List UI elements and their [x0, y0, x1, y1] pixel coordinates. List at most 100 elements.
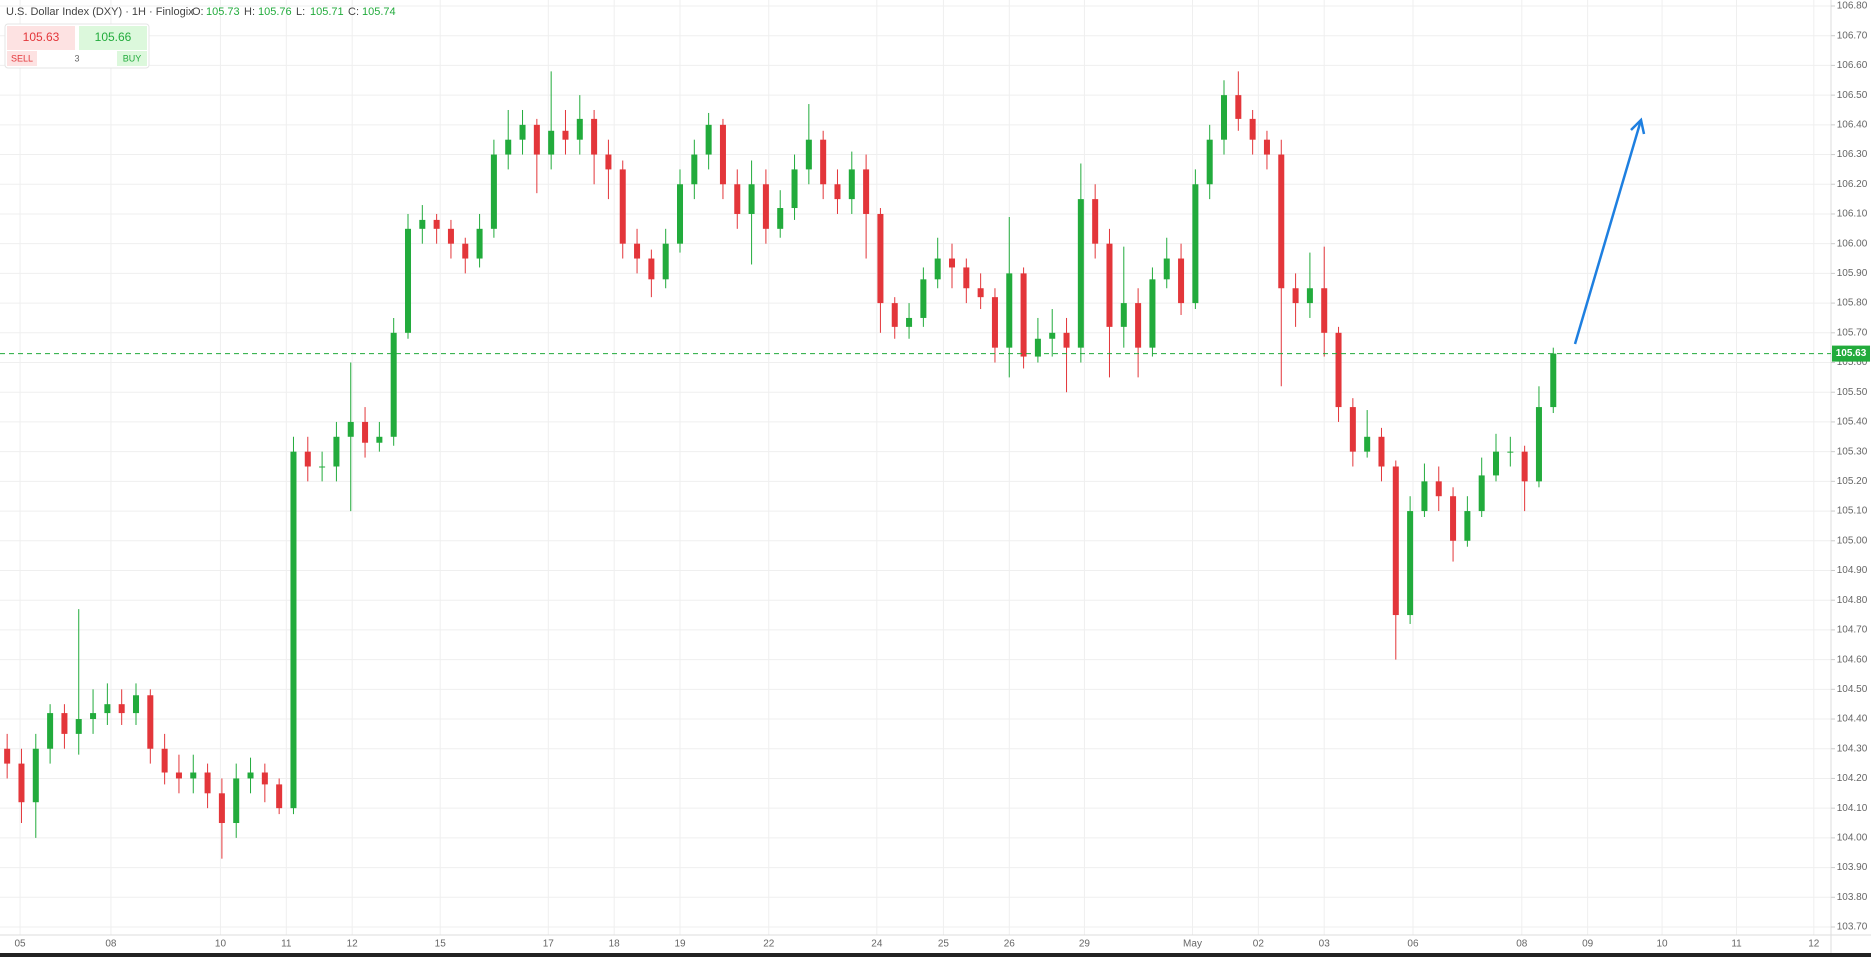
candle-body: [648, 258, 655, 280]
x-tick-label: 26: [1004, 939, 1016, 950]
y-tick-label: 103.90: [1837, 862, 1868, 873]
quantity[interactable]: 3: [74, 53, 79, 63]
candle-body: [1192, 184, 1199, 304]
x-tick-label: 15: [435, 939, 447, 950]
ohlc-key: O:: [192, 6, 204, 18]
candle-body: [748, 184, 755, 214]
y-tick-label: 104.90: [1837, 565, 1868, 576]
candle-body: [1349, 407, 1356, 452]
ohlc-key: C:: [348, 6, 359, 18]
buy-button[interactable]: [79, 26, 147, 50]
candle-body: [1392, 466, 1399, 616]
x-tick-label: 29: [1079, 939, 1091, 950]
candle-body: [462, 243, 469, 259]
y-tick-label: 105.70: [1837, 327, 1868, 338]
trend-arrow: [1573, 117, 1646, 345]
candle-body: [1550, 353, 1557, 408]
candle-body: [447, 228, 454, 244]
candle-body: [634, 243, 641, 259]
y-tick-label: 106.60: [1837, 60, 1868, 71]
sell-price: 105.63: [23, 30, 60, 44]
ohlc-key: H:: [244, 6, 255, 18]
candle-body: [1120, 303, 1127, 327]
candle-body: [1493, 451, 1500, 476]
y-tick-label: 104.30: [1837, 743, 1868, 754]
trade-panel[interactable]: 105.63 105.66 SELL 3 BUY: [4, 23, 150, 69]
x-tick-label: 11: [281, 939, 292, 950]
sell-label: SELL: [11, 53, 33, 63]
y-tick-label: 105.10: [1837, 506, 1868, 517]
y-tick-label: 105.60: [1837, 357, 1868, 368]
ohlc-fields: O: 105.73 H: 105.76 L: 105.71 C: 105.74: [192, 6, 396, 18]
candle-body: [705, 124, 712, 155]
candle-body: [1435, 481, 1442, 497]
y-tick-label: 103.80: [1837, 892, 1868, 903]
candle-body: [132, 695, 140, 714]
candle-body: [147, 695, 154, 749]
x-tick-label: 02: [1253, 939, 1265, 950]
candle-body: [734, 184, 741, 214]
candle-body: [891, 303, 898, 327]
arrow-head: [1630, 117, 1646, 135]
arrow-shaft: [1573, 119, 1643, 345]
y-tick-label: 106.50: [1837, 90, 1868, 101]
y-tick-label: 105.40: [1837, 417, 1868, 428]
candle-body: [948, 258, 956, 268]
candle-body: [1292, 288, 1299, 304]
candle-body: [591, 118, 598, 155]
y-tick-label: 105.20: [1837, 476, 1868, 487]
x-tick-label: 17: [543, 939, 555, 950]
candle-body: [104, 704, 111, 714]
candle-body: [1235, 95, 1242, 119]
candle-body: [18, 763, 25, 803]
buy-tag[interactable]: [117, 51, 147, 66]
sell-tag[interactable]: [7, 51, 37, 66]
candle-body: [404, 228, 412, 333]
sell-button[interactable]: [7, 26, 75, 50]
buy-price: 105.66: [95, 30, 132, 44]
candle-body: [333, 436, 340, 467]
candle-body: [863, 169, 870, 214]
candle-body: [562, 130, 569, 140]
candle-body: [533, 124, 540, 155]
candle-body: [762, 184, 769, 229]
candle-body: [1106, 243, 1113, 327]
y-tick-label: 105.30: [1837, 446, 1868, 457]
x-tick-label: 03: [1319, 939, 1331, 950]
x-tick-label: 19: [674, 939, 686, 950]
x-tick-label: 12: [1808, 939, 1820, 950]
candles: [4, 71, 1557, 859]
x-tick-label: 05: [14, 939, 26, 950]
candle-body: [906, 317, 913, 327]
candle-body: [1535, 407, 1542, 482]
candle-body: [347, 421, 354, 437]
candle-body: [261, 772, 268, 785]
candle-body: [75, 719, 82, 734]
candle-body: [605, 154, 612, 170]
y-tick-label: 106.10: [1837, 209, 1868, 220]
candle-body: [848, 169, 855, 200]
candle-body: [1378, 436, 1385, 467]
y-tick-label: 106.30: [1837, 149, 1868, 160]
y-tick-label: 105.80: [1837, 298, 1868, 309]
ohlc-value: 105.71: [310, 6, 344, 18]
candle-body: [1263, 139, 1270, 155]
candle-body: [619, 169, 626, 244]
candle-body: [1034, 338, 1041, 357]
x-tick-label: 08: [1516, 939, 1528, 950]
grid: [0, 0, 1831, 935]
candle-body: [1407, 511, 1414, 616]
candle-body: [805, 139, 812, 170]
candle-body: [190, 772, 197, 779]
candle-body: [47, 713, 54, 749]
candle-body: [32, 748, 39, 803]
candle-body: [362, 421, 369, 443]
candle-body: [1092, 199, 1099, 244]
y-tick-label: 106.00: [1837, 238, 1868, 249]
x-tick-label: 09: [1582, 939, 1594, 950]
x-tick-label: 11: [1731, 939, 1742, 950]
y-tick-label: 106.80: [1837, 1, 1868, 12]
candle-body: [247, 772, 254, 779]
ohlc-value: 105.73: [206, 6, 240, 18]
